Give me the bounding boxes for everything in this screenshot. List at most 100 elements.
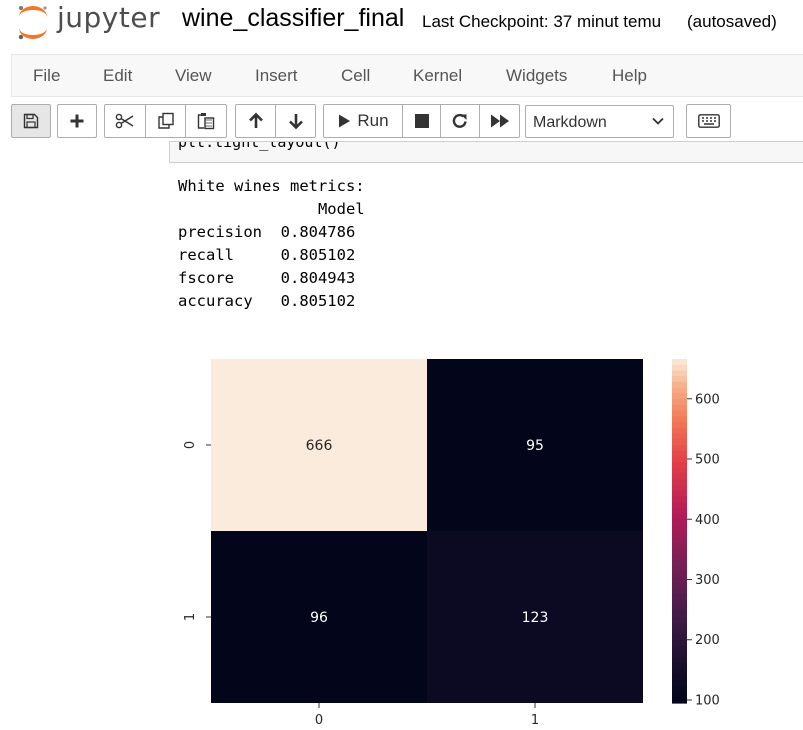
stop-icon (414, 114, 429, 128)
cut-button[interactable] (104, 104, 146, 138)
header: jupyter wine_classifier_final Last Check… (0, 0, 803, 42)
colorbar-segment (672, 513, 687, 521)
colorbar-segment (672, 588, 687, 595)
menu-widgets[interactable]: Widgets (506, 66, 568, 85)
move-up-button[interactable] (235, 104, 276, 138)
colorbar-segment (672, 565, 687, 572)
cell-type-select[interactable]: Markdown (525, 105, 674, 138)
run-button[interactable]: Run (323, 104, 403, 138)
colorbar-segment (672, 473, 687, 480)
colorbar-segment (672, 404, 687, 412)
output-line: precision 0.804786 (178, 223, 356, 241)
autosave-status: (autosaved) (687, 12, 777, 31)
cell-output-text: White wines metrics: Model precision 0.80… (178, 175, 365, 313)
colorbar-segment (672, 645, 687, 652)
colorbar-segment (672, 422, 687, 429)
colorbar-segment (672, 657, 687, 664)
colorbar-segment (672, 376, 687, 383)
colorbar-segment (672, 634, 687, 641)
colorbar-segment (672, 462, 687, 469)
paste-icon (197, 113, 215, 130)
arrow-down-icon (288, 114, 303, 130)
x-tick-label: 1 (531, 713, 539, 728)
chevron-down-icon (652, 117, 664, 125)
colorbar-tick-label: 600 (695, 392, 720, 407)
colorbar-segment (672, 553, 687, 561)
colorbar-segment (672, 496, 687, 503)
colorbar-segment (672, 617, 687, 624)
colorbar-segment (672, 427, 687, 435)
output-line: Model (178, 200, 365, 218)
move-down-button[interactable] (275, 104, 316, 138)
cell-value-label: 95 (526, 438, 544, 454)
colorbar-tick-label: 500 (695, 453, 720, 468)
restart-run-all-button[interactable] (479, 104, 520, 138)
heatmap-cell (427, 359, 643, 531)
colorbar-segment (672, 639, 687, 647)
plus-icon (70, 114, 84, 128)
insert-cell-button[interactable] (57, 104, 97, 138)
colorbar-segment (672, 359, 687, 366)
keyboard-icon (697, 114, 720, 128)
jupyter-logo-icon[interactable] (14, 2, 52, 40)
colorbar-segment (672, 399, 687, 406)
colorbar-segment (672, 364, 687, 372)
colorbar-segment (672, 467, 687, 475)
restart-button[interactable] (440, 104, 480, 138)
checkpoint-status: Last Checkpoint: 37 minut temu (422, 12, 662, 31)
colorbar-segment (672, 559, 687, 566)
colorbar-segment (672, 519, 687, 526)
code-cell-input[interactable]: plt.tight_layout() (169, 141, 803, 163)
colorbar-segment (672, 622, 687, 630)
colorbar-segment (672, 502, 687, 509)
colorbar-segment (672, 651, 687, 658)
colorbar-segment (672, 508, 687, 515)
colorbar-tick-label: 300 (695, 573, 720, 588)
run-label: Run (357, 111, 389, 130)
menu-help[interactable]: Help (612, 66, 647, 85)
menu-view[interactable]: View (175, 66, 212, 85)
colorbar-segment (672, 662, 687, 670)
colorbar-segment (672, 433, 687, 440)
colorbar-segment (672, 680, 687, 687)
save-icon (23, 113, 39, 129)
colorbar-segment (672, 582, 687, 589)
save-button[interactable] (11, 104, 51, 138)
interrupt-button[interactable] (402, 104, 441, 138)
notebook-name[interactable]: wine_classifier_final (182, 4, 405, 32)
y-tick-label: 1 (183, 613, 198, 621)
toolbar: Run (0, 103, 803, 141)
colorbar-tick-label: 100 (695, 693, 720, 708)
cell-value-label: 96 (310, 610, 328, 626)
menu-cell[interactable]: Cell (341, 66, 371, 85)
colorbar-segment (672, 490, 687, 498)
colorbar-segment (672, 531, 687, 538)
restart-icon (452, 113, 467, 128)
colorbar-segment (672, 445, 687, 452)
colorbar-segment (672, 525, 687, 532)
output-line: accuracy 0.805102 (178, 292, 356, 310)
code-text: plt.tight_layout() (178, 141, 341, 151)
cell-value-label: 666 (306, 438, 333, 454)
colorbar-segment (672, 691, 687, 698)
menu-edit[interactable]: Edit (103, 66, 133, 85)
paste-button[interactable] (185, 104, 227, 138)
colorbar-segment (672, 605, 687, 612)
colorbar-segment (672, 485, 687, 492)
colorbar-segment (672, 571, 687, 578)
colorbar-segment (672, 668, 687, 675)
heatmap-cell (427, 531, 643, 703)
menu-file[interactable]: File (33, 66, 61, 85)
colorbar-segment (672, 599, 687, 607)
output-line: recall 0.805102 (178, 246, 356, 264)
notebook-area[interactable]: plt.tight_layout() White wines metrics: … (0, 141, 803, 730)
menu-insert[interactable]: Insert (255, 66, 298, 85)
output-line: White wines metrics: (178, 177, 365, 195)
logo-text: jupyter (57, 1, 161, 34)
command-palette-button[interactable] (686, 104, 731, 138)
arrow-up-icon (248, 112, 263, 128)
colorbar-segment (672, 685, 687, 693)
copy-button[interactable] (145, 104, 186, 138)
menu-kernel[interactable]: Kernel (413, 66, 463, 85)
colorbar-segment (672, 628, 687, 635)
